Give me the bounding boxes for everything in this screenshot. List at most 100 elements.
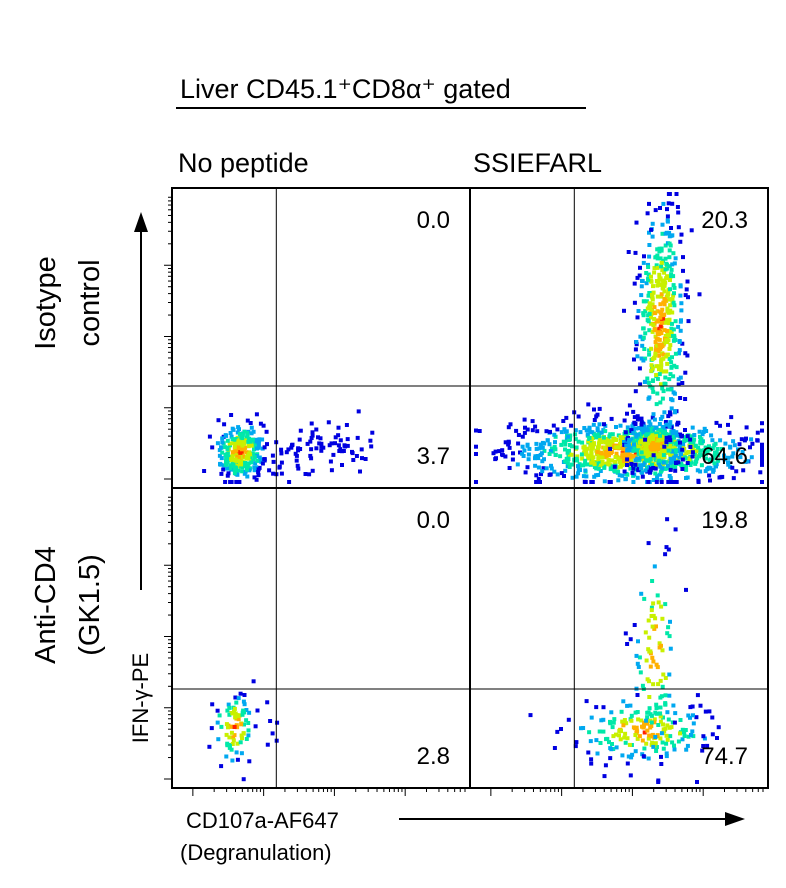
event-dot: [511, 451, 515, 456]
event-dot: [668, 372, 673, 377]
event-dot: [748, 445, 752, 450]
event-dot: [597, 729, 602, 734]
event-dot: [363, 457, 368, 461]
event-dot: [660, 268, 665, 273]
event-dot: [286, 447, 291, 452]
event-dot: [236, 714, 241, 718]
event-dot: [647, 230, 651, 235]
event-dot: [614, 438, 618, 442]
event-dot: [696, 445, 701, 450]
event-dot: [562, 474, 566, 478]
event-dot: [257, 438, 262, 443]
event-dot: [672, 747, 677, 752]
event-dot: [682, 730, 687, 735]
event-dot: [635, 414, 640, 419]
event-dot: [657, 249, 662, 254]
event-dot: [534, 473, 539, 478]
event-dot: [668, 646, 673, 651]
event-dot: [553, 440, 557, 445]
quadrant-upper-right-value: 0.0: [417, 207, 450, 234]
event-dot: [668, 454, 673, 458]
event-dot: [669, 480, 674, 484]
event-dot: [638, 463, 643, 468]
event-dot: [630, 470, 635, 475]
event-dot: [229, 457, 234, 461]
event-dot: [633, 389, 638, 394]
event-dot: [705, 449, 710, 454]
event-dot: [627, 742, 632, 747]
event-dot: [298, 428, 303, 433]
event-dot: [710, 459, 715, 464]
event-dot: [669, 330, 674, 334]
event-dot: [222, 422, 227, 427]
event-dot: [635, 438, 640, 443]
event-dot: [589, 460, 594, 465]
event-dot: [637, 273, 642, 278]
event-dot: [239, 447, 244, 452]
event-dot: [698, 703, 703, 708]
event-dot: [658, 464, 663, 469]
event-dot: [243, 445, 248, 450]
event-dot: [637, 426, 642, 430]
event-dot: [666, 292, 670, 297]
event-dot: [677, 351, 681, 356]
event-dot: [527, 446, 532, 451]
event-dot: [515, 462, 520, 467]
event-dot: [634, 653, 639, 658]
event-dot: [644, 741, 649, 746]
event-dot: [666, 480, 671, 484]
event-dot: [592, 407, 596, 412]
event-dot: [686, 713, 691, 718]
event-dot: [632, 442, 636, 447]
event-dot: [656, 780, 661, 784]
event-dot: [646, 396, 651, 401]
event-dot: [584, 428, 589, 433]
event-dot: [651, 744, 656, 749]
event-dot: [555, 729, 560, 734]
event-dot: [732, 443, 737, 448]
event-dot: [563, 442, 568, 447]
event-dot: [654, 402, 659, 407]
event-dot: [654, 364, 659, 369]
event-dot: [573, 744, 578, 749]
event-dot: [230, 426, 235, 431]
event-dot: [612, 464, 617, 469]
event-dot: [477, 429, 482, 433]
event-dot: [682, 734, 687, 738]
event-dot: [599, 452, 604, 456]
event-dot: [540, 469, 545, 474]
event-dot: [207, 434, 212, 439]
event-dot: [603, 429, 608, 434]
event-dot: [715, 447, 720, 451]
event-dot: [637, 734, 642, 739]
event-dot: [627, 403, 632, 408]
event-dot: [657, 246, 662, 251]
event-dot: [254, 412, 259, 417]
event-dot: [642, 746, 647, 751]
event-dot: [727, 430, 732, 435]
event-dot: [635, 315, 640, 320]
event-dot: [614, 425, 618, 429]
event-dot: [668, 303, 673, 308]
event-dot: [355, 435, 360, 440]
event-dot: [665, 517, 670, 522]
event-dot: [227, 705, 232, 710]
event-dot: [342, 443, 347, 448]
event-dot: [584, 699, 589, 704]
event-dot: [646, 440, 651, 445]
event-dot: [677, 455, 682, 460]
event-dot: [674, 430, 679, 435]
event-dot: [665, 737, 670, 742]
event-dot: [625, 703, 630, 708]
event-dot: [215, 441, 220, 446]
event-dot: [650, 740, 655, 745]
event-dot: [716, 725, 721, 730]
event-dot: [672, 261, 677, 266]
event-dot: [588, 462, 593, 467]
event-dot: [683, 397, 688, 401]
event-dot: [676, 225, 681, 230]
event-dot: [629, 448, 633, 453]
event-dot: [628, 637, 633, 642]
event-dot: [660, 222, 665, 227]
event-dot: [640, 683, 645, 688]
